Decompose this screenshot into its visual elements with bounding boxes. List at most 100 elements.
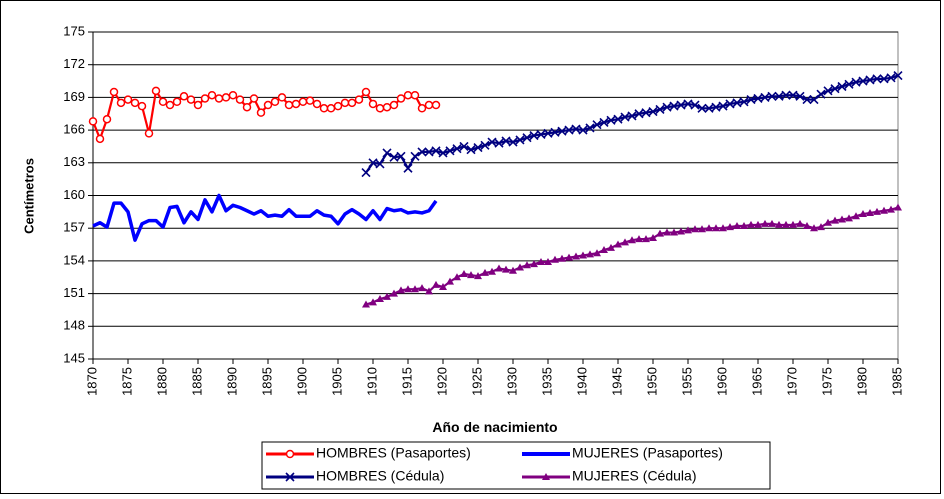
marker bbox=[740, 222, 748, 230]
marker bbox=[411, 285, 419, 293]
marker bbox=[165, 100, 175, 110]
marker bbox=[810, 224, 818, 232]
marker bbox=[495, 264, 503, 272]
marker bbox=[256, 108, 266, 117]
marker bbox=[383, 292, 391, 300]
marker bbox=[291, 99, 301, 109]
marker bbox=[684, 226, 692, 234]
marker bbox=[453, 273, 461, 281]
marker bbox=[544, 257, 552, 265]
marker bbox=[369, 298, 377, 306]
marker bbox=[270, 97, 280, 107]
marker bbox=[592, 120, 602, 130]
marker bbox=[613, 114, 623, 124]
x-tick-label: 1965 bbox=[749, 367, 764, 396]
y-tick-label: 151 bbox=[63, 285, 85, 300]
x-tick-label: 1950 bbox=[644, 367, 659, 396]
marker bbox=[774, 91, 784, 101]
marker bbox=[879, 74, 889, 84]
marker bbox=[817, 223, 825, 231]
marker bbox=[529, 130, 539, 141]
marker bbox=[795, 91, 805, 101]
marker bbox=[249, 94, 259, 103]
marker bbox=[312, 99, 322, 109]
marker bbox=[858, 76, 868, 86]
y-tick-label: 157 bbox=[63, 220, 85, 235]
marker bbox=[739, 97, 749, 107]
marker bbox=[494, 138, 504, 148]
marker bbox=[627, 111, 637, 121]
x-tick-label: 1925 bbox=[469, 367, 484, 396]
x-tick-label: 1970 bbox=[784, 367, 799, 396]
marker bbox=[894, 203, 902, 211]
x-tick-label: 1940 bbox=[574, 367, 589, 396]
marker bbox=[677, 227, 685, 235]
marker bbox=[578, 125, 588, 135]
marker bbox=[816, 89, 826, 99]
marker bbox=[361, 168, 371, 178]
marker bbox=[102, 114, 112, 124]
marker bbox=[473, 142, 483, 153]
marker bbox=[116, 98, 126, 108]
marker bbox=[746, 95, 756, 105]
x-tick-label: 1870 bbox=[84, 367, 99, 396]
marker bbox=[718, 101, 728, 111]
marker bbox=[130, 98, 140, 108]
marker bbox=[712, 224, 720, 232]
marker bbox=[431, 100, 441, 110]
marker bbox=[200, 94, 210, 103]
marker bbox=[796, 219, 804, 227]
x-axis-title: Año de nacimiento bbox=[432, 419, 557, 435]
marker bbox=[523, 261, 531, 269]
y-tick-label: 145 bbox=[63, 350, 85, 365]
marker bbox=[705, 224, 713, 232]
marker bbox=[753, 93, 763, 104]
marker bbox=[663, 228, 671, 236]
marker bbox=[719, 224, 727, 232]
marker bbox=[557, 126, 567, 136]
marker bbox=[284, 100, 294, 110]
marker bbox=[732, 98, 742, 108]
marker bbox=[768, 219, 776, 227]
marker bbox=[361, 87, 371, 97]
marker bbox=[579, 251, 587, 259]
marker bbox=[452, 144, 462, 154]
marker bbox=[880, 206, 888, 214]
marker bbox=[697, 103, 707, 113]
marker bbox=[438, 148, 448, 158]
marker bbox=[865, 75, 875, 85]
marker bbox=[509, 266, 517, 274]
marker bbox=[376, 295, 384, 303]
marker bbox=[277, 93, 287, 102]
marker bbox=[403, 90, 413, 100]
marker bbox=[389, 100, 399, 110]
marker bbox=[669, 101, 679, 111]
y-tick-label: 166 bbox=[63, 122, 85, 137]
marker bbox=[550, 127, 560, 137]
marker bbox=[571, 124, 581, 134]
marker bbox=[564, 125, 574, 135]
marker bbox=[641, 108, 651, 118]
marker bbox=[424, 147, 434, 157]
marker bbox=[844, 79, 854, 89]
marker bbox=[690, 100, 700, 110]
marker bbox=[621, 238, 629, 246]
marker bbox=[425, 287, 433, 295]
marker bbox=[893, 71, 903, 81]
marker bbox=[754, 220, 762, 228]
legend-label: HOMBRES (Pasaportes) bbox=[316, 445, 471, 461]
x-tick-label: 1975 bbox=[819, 367, 834, 396]
marker bbox=[439, 283, 447, 291]
legend-label: MUJERES (Cédula) bbox=[572, 468, 696, 484]
marker bbox=[726, 223, 734, 231]
marker bbox=[502, 265, 510, 273]
marker bbox=[859, 210, 867, 218]
marker bbox=[207, 90, 217, 100]
marker bbox=[319, 104, 329, 113]
marker bbox=[347, 98, 357, 108]
marker bbox=[235, 95, 245, 104]
marker bbox=[704, 103, 714, 113]
marker bbox=[802, 95, 812, 105]
marker bbox=[830, 84, 840, 94]
marker bbox=[193, 100, 203, 110]
